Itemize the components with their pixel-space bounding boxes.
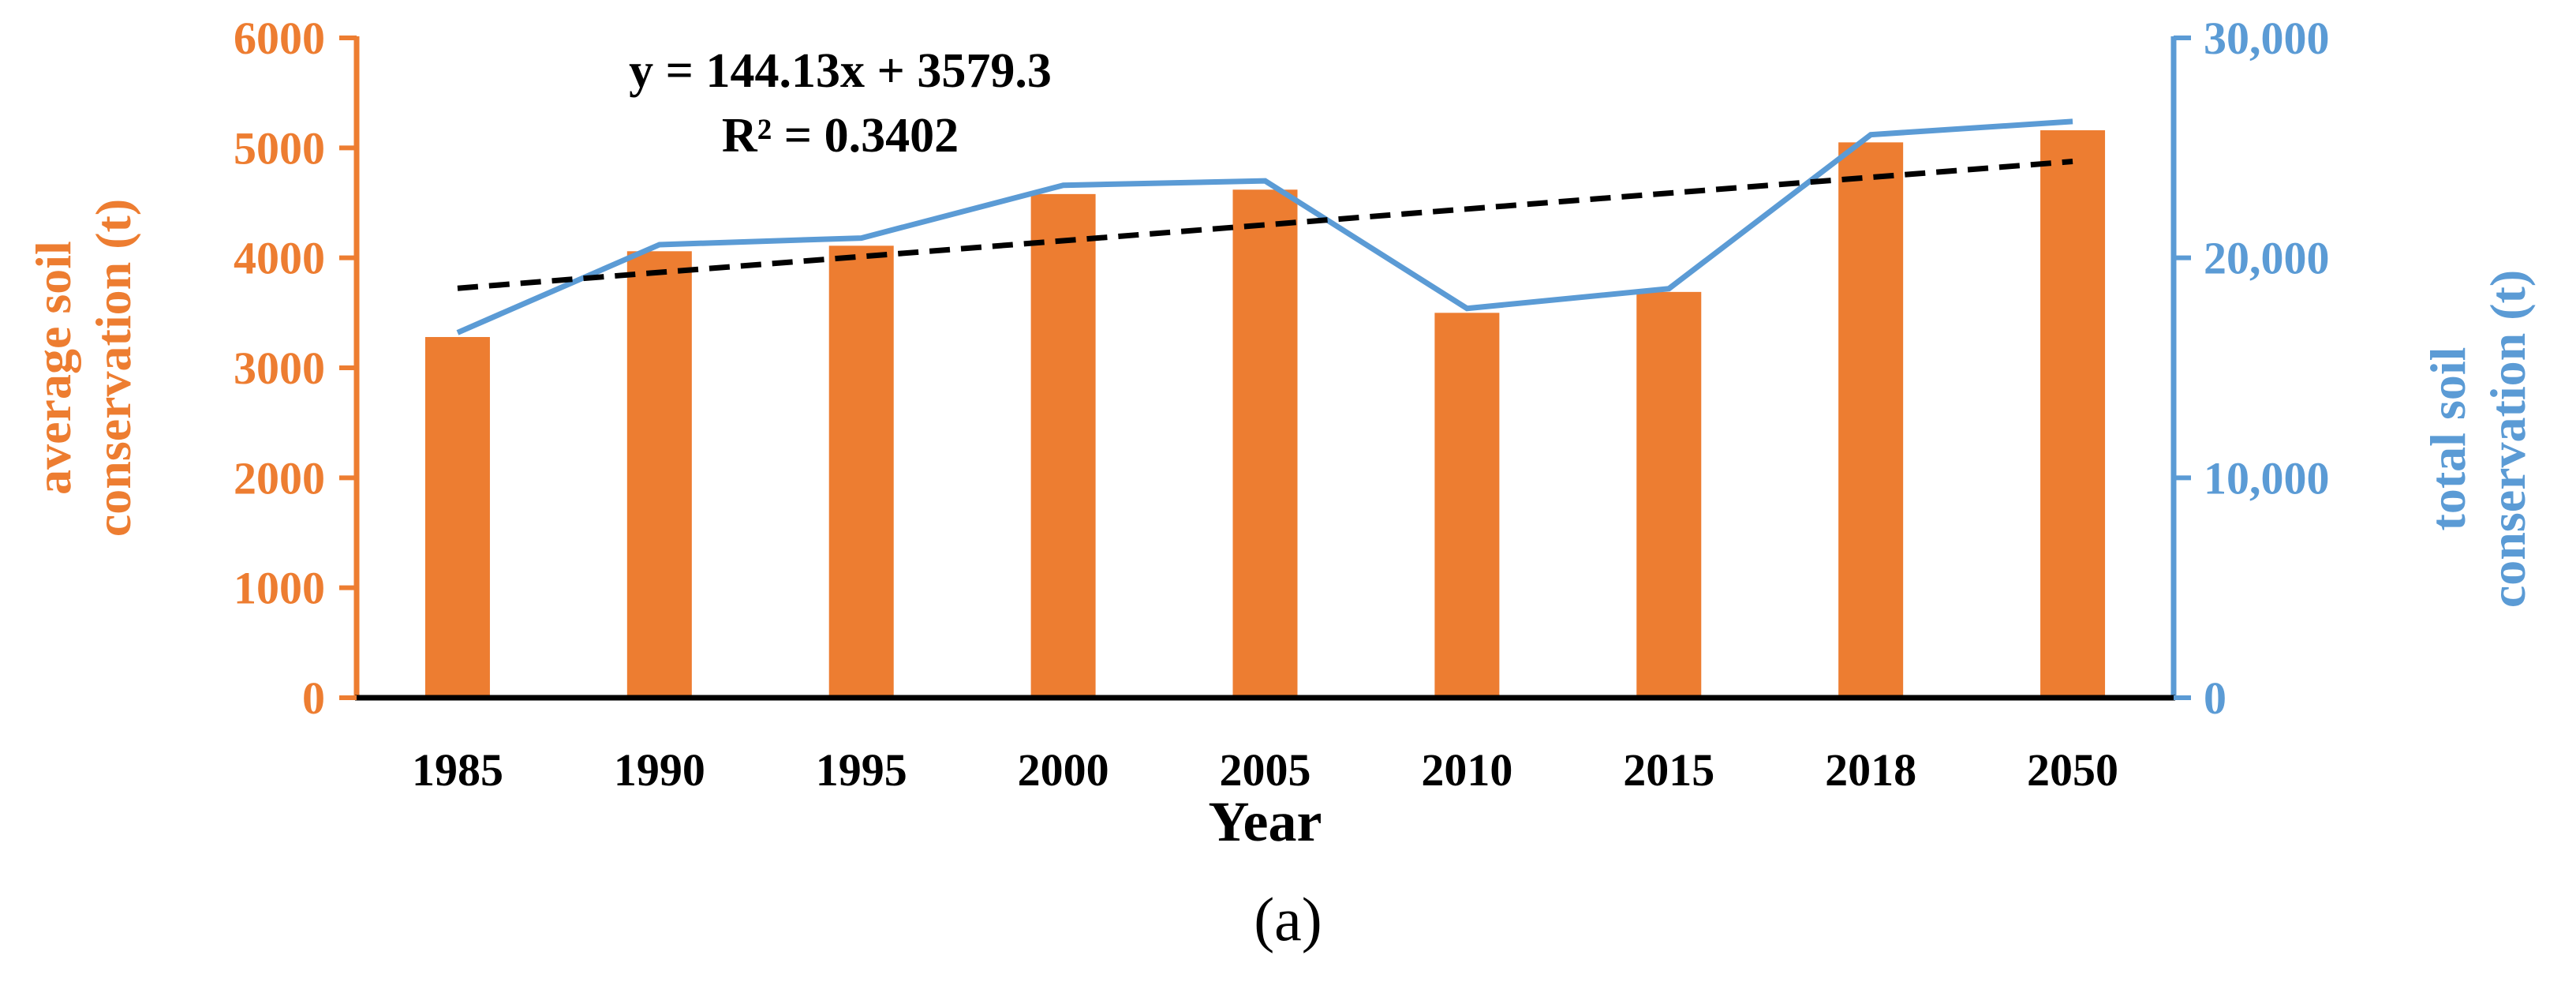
left-y-tick-label: 4000 [234,233,325,284]
x-tick-label: 2018 [1825,744,1916,796]
bar-2050 [2040,130,2105,698]
x-tick-label: 2050 [2027,744,2118,796]
left-y-tick-label: 0 [302,672,325,724]
right-y-axis-title-line2: conservation (t) [2480,270,2536,608]
right-y-axis-title-line1: total soil [2420,347,2476,531]
x-tick-label: 2005 [1220,744,1311,796]
left-y-axis-title-line2: conservation (t) [85,199,141,537]
left-y-axis-title-line1: average soil [25,241,81,495]
trendline-r-squared: R² = 0.3402 [722,109,959,163]
x-tick-label: 2015 [1623,744,1714,796]
x-tick-label: 2000 [1018,744,1109,796]
right-y-tick-label: 10,000 [2204,452,2330,504]
left-y-tick-label: 3000 [234,343,325,394]
bar-1985 [425,337,490,698]
figure-caption: (a) [0,884,2576,955]
x-tick-label: 1985 [412,744,503,796]
right-y-tick-label: 20,000 [2204,233,2330,284]
left-y-tick-label: 2000 [234,452,325,504]
bar-2005 [1233,189,1298,698]
x-axis-title: Year [1209,790,1322,853]
x-tick-label: 2010 [1421,744,1512,796]
right-y-tick-label: 0 [2204,672,2226,724]
left-y-tick-label: 1000 [234,563,325,614]
x-tick-label: 1995 [816,744,907,796]
bar-1990 [627,251,692,698]
bar-1995 [829,245,894,698]
bar-2015 [1636,292,1701,698]
bar-2010 [1434,313,1499,698]
right-y-tick-label: 30,000 [2204,13,2330,64]
trendline-equation: y = 144.13x + 3579.3 [629,44,1052,98]
x-tick-label: 1990 [614,744,705,796]
left-y-tick-label: 5000 [234,122,325,174]
left-y-tick-label: 6000 [234,13,325,64]
bar-2000 [1031,194,1096,698]
bar-2018 [1838,142,1903,698]
